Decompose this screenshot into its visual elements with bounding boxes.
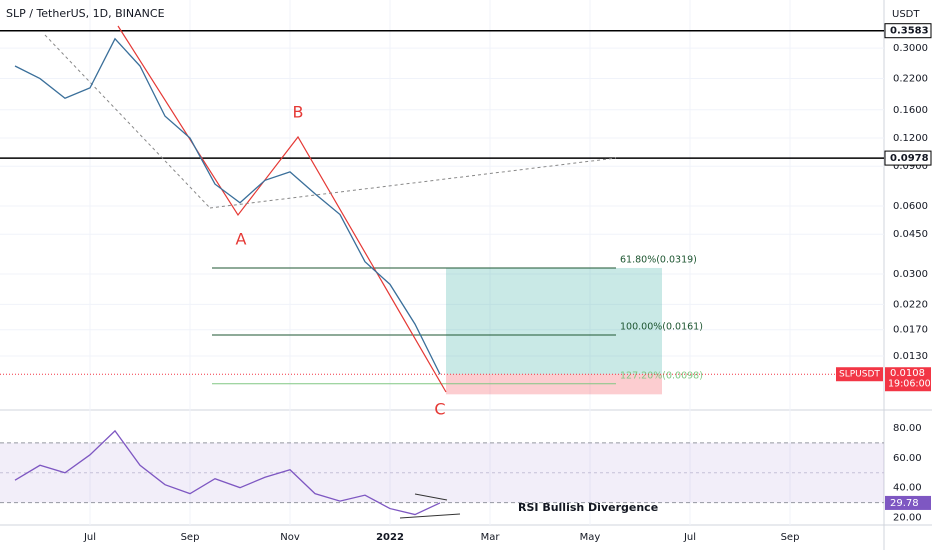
y-tick-label: 0.3000 — [893, 43, 928, 54]
x-tick-label: May — [580, 532, 601, 543]
y-tick-label: 0.2200 — [893, 74, 928, 85]
pattern-label: B — [293, 103, 304, 122]
y-tick-label: 0.0600 — [893, 201, 928, 212]
trend-dashed — [44, 34, 211, 209]
rsi-annotation: RSI Bullish Divergence — [518, 501, 658, 514]
chart-title: SLP / TetherUS, 1D, BINANCE — [6, 7, 165, 20]
y-tick-label: 0.0130 — [893, 351, 928, 362]
rsi-value: 29.78 — [890, 498, 919, 509]
fib-label: 61.80%(0.0319) — [620, 254, 697, 265]
x-tick-label: Jul — [83, 532, 96, 543]
divergence-line — [399, 513, 461, 519]
y-tick-label: 0.1600 — [893, 105, 928, 116]
level-tag — [884, 23, 932, 39]
rsi-tag — [885, 495, 931, 510]
y-tick-label: 20.00 — [893, 513, 922, 524]
x-tick-label: Sep — [181, 532, 200, 543]
y-tick-label: 0.0450 — [893, 229, 928, 240]
level-label: 0.3583 — [890, 26, 929, 37]
x-tick-label: 2022 — [376, 532, 404, 543]
price-tag — [885, 367, 931, 392]
level-label: 0.0978 — [890, 153, 929, 164]
y-tick-label: 40.00 — [893, 483, 922, 494]
y-axis-label: USDT — [892, 9, 920, 20]
y-tick-label: 0.0170 — [893, 325, 928, 336]
pattern-label: C — [434, 400, 445, 419]
data-line — [14, 37, 441, 375]
x-tick-label: Sep — [781, 532, 800, 543]
stop-zone — [446, 374, 662, 395]
x-tick-label: Mar — [481, 532, 501, 543]
symbol-tag — [836, 367, 883, 382]
target-zone — [446, 267, 662, 375]
level-tag — [884, 150, 932, 166]
trend-dashed — [209, 157, 617, 209]
x-tick-label: Nov — [280, 532, 300, 543]
divergence-line — [414, 493, 448, 501]
fib-label: 127.20%(0.0098) — [620, 370, 703, 381]
symbol-label: SLPUSDT — [839, 370, 880, 380]
pattern-label: A — [236, 230, 247, 249]
y-tick-label: 0.0220 — [893, 299, 928, 310]
abc-pattern — [117, 25, 447, 393]
y-tick-label: 80.00 — [893, 423, 922, 434]
price-label: 0.0108 — [890, 368, 925, 379]
data-line — [14, 429, 441, 516]
y-tick-label: 0.0300 — [893, 269, 928, 280]
y-tick-label: 0.0900 — [893, 161, 928, 172]
y-tick-label: 0.1200 — [893, 133, 928, 144]
fib-label: 100.00%(0.0161) — [620, 322, 703, 333]
countdown-label: 19:06:00 — [888, 379, 931, 390]
y-tick-label: 60.00 — [893, 453, 922, 464]
x-tick-label: Jul — [683, 532, 696, 543]
rsi-band — [0, 442, 884, 503]
